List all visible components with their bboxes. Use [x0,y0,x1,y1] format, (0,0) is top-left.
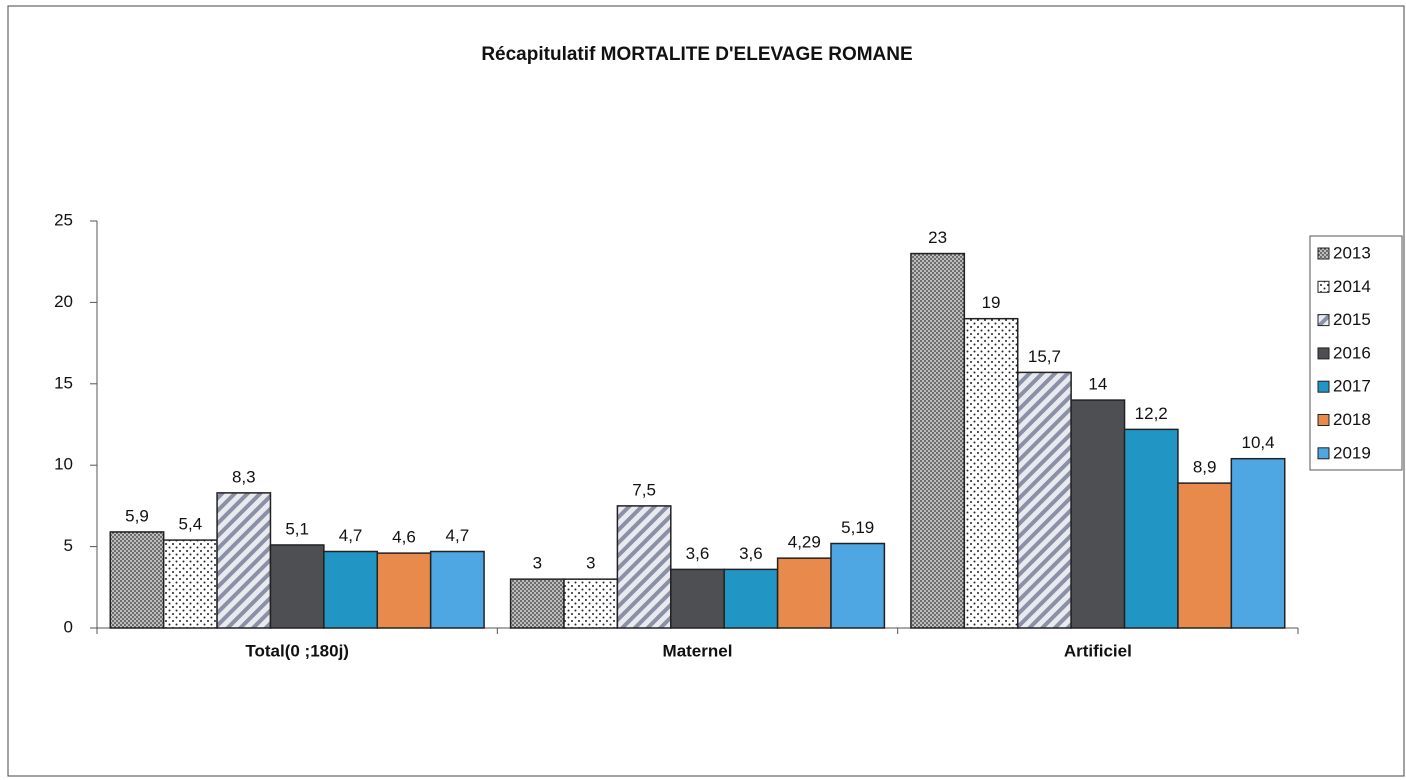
value-label: 7,5 [632,480,656,499]
legend-swatch [1317,447,1330,460]
value-label: 3 [586,554,595,573]
bar [1016,371,1072,629]
bar [269,544,325,629]
value-label: 4,29 [788,533,821,552]
bar [616,505,672,629]
bar [723,568,779,629]
bar [776,557,832,629]
value-label: 19 [982,293,1001,312]
bar [323,550,379,629]
value-label: 5,19 [841,518,874,537]
value-label: 4,7 [339,526,363,545]
legend-label: 2017 [1333,377,1371,396]
legend-swatch [1317,280,1330,293]
bar [429,550,485,629]
y-tick-label: 15 [54,373,73,392]
bar [963,317,1019,629]
legend-label: 2013 [1333,243,1371,262]
value-label: 8,3 [232,467,256,486]
legend-label: 2016 [1333,343,1371,362]
value-label: 3 [533,554,542,573]
x-tick-label: Artificiel [1064,641,1132,660]
bar [162,539,218,629]
bar [1070,399,1126,629]
value-label: 5,4 [179,515,203,534]
bar [109,531,165,629]
legend-swatch [1317,314,1330,327]
bar [1123,428,1179,629]
bar [563,578,619,629]
x-tick-label: Maternel [663,641,733,660]
bar [216,492,272,629]
y-tick-label: 0 [64,617,73,636]
value-label: 8,9 [1193,458,1217,477]
value-label: 5,1 [285,519,309,538]
value-label: 3,6 [686,544,710,563]
bar [509,578,565,629]
value-label: 15,7 [1028,347,1061,366]
bar [910,252,966,629]
value-label: 12,2 [1135,404,1168,423]
legend-swatch [1317,347,1330,360]
legend-label: 2014 [1333,277,1371,296]
value-label: 3,6 [739,544,763,563]
bar [1177,482,1233,629]
bar [376,552,432,629]
value-label: 23 [928,228,947,247]
frame [7,5,1405,777]
value-label: 10,4 [1241,433,1274,452]
legend-swatch [1317,414,1330,426]
bar [1230,457,1286,629]
y-tick-label: 25 [54,210,73,229]
legend-label: 2018 [1333,410,1371,429]
legend-swatch [1317,247,1330,260]
value-label: 14 [1088,375,1107,394]
chart-title: Récapitulatif MORTALITE D'ELEVAGE ROMANE [481,44,912,65]
legend-label: 2015 [1333,310,1371,329]
y-tick-label: 10 [54,455,73,474]
bar [670,568,725,629]
value-label: 4,7 [446,526,470,545]
legend-swatch [1317,380,1330,393]
x-tick-label: Total(0 ;180j) [245,641,349,660]
y-tick-label: 5 [64,536,73,555]
legend-label: 2019 [1333,443,1371,462]
y-tick-label: 20 [54,292,73,311]
bar [830,542,886,629]
value-label: 4,6 [392,528,416,547]
value-label: 5,9 [125,506,149,525]
